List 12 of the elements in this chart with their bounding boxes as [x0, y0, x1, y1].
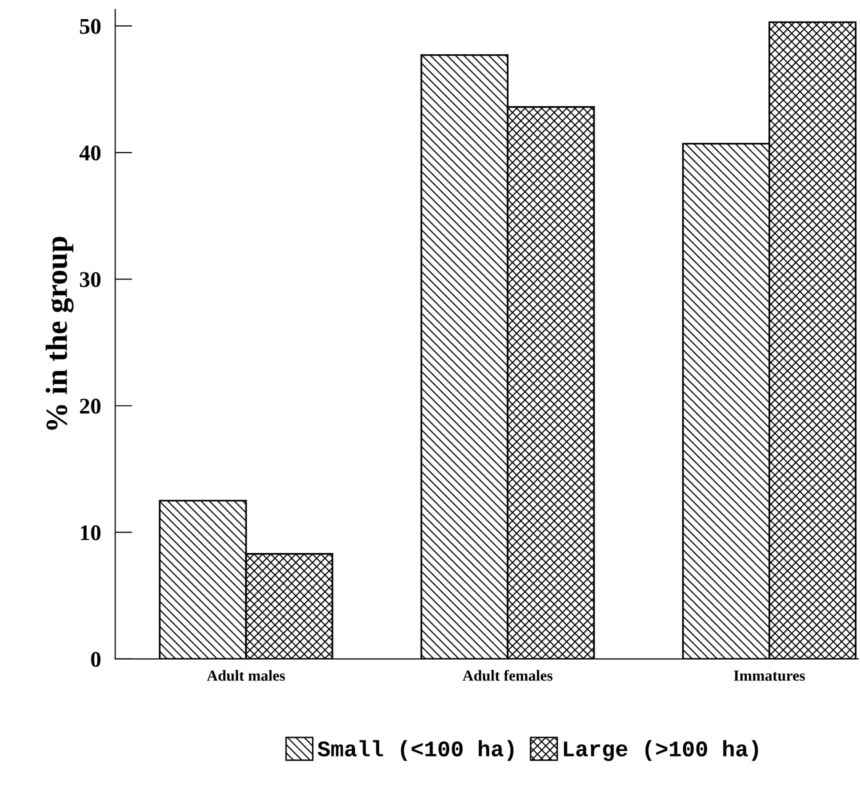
- y-tick-label: 10: [80, 525, 101, 540]
- x-tick-label: Adult females: [462, 670, 553, 681]
- y-tick-label: 50: [80, 18, 101, 34]
- legend-label: Large (>100 ha): [564, 740, 758, 761]
- y-tick-label: 0: [91, 652, 101, 667]
- x-tick-label: Immatures: [734, 670, 805, 681]
- x-tick-label: Adult males: [206, 670, 285, 681]
- y-axis-title: % in the group: [46, 236, 74, 430]
- y-tick-label: 20: [80, 398, 101, 414]
- y-tick-label: 30: [80, 272, 101, 288]
- legend-label: Small (<100 ha): [318, 740, 514, 761]
- y-tick-label: 40: [79, 145, 101, 160]
